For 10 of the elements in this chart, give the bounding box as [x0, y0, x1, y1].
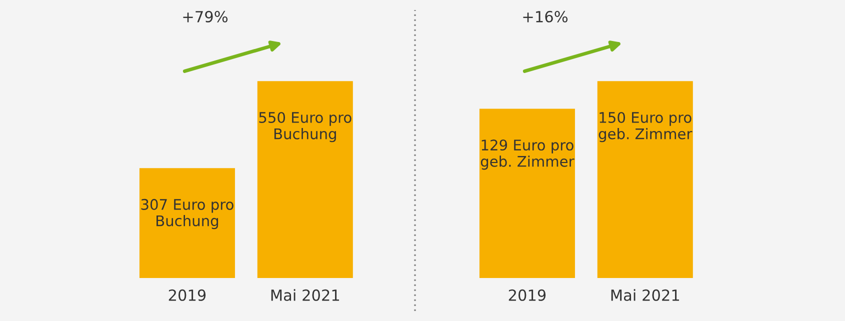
data-label: 307 Euro pro Buchung [141, 198, 234, 230]
x-tick-label: 2019 [508, 289, 546, 301]
data-label: 129 Euro pro geb. Zimmer [480, 140, 574, 170]
x-tick-label: 2019 [168, 289, 206, 301]
text: +79% [183, 10, 228, 22]
x-tick-label: Mai 2021 [271, 289, 339, 301]
data-label: 550 Euro pro Buchung [259, 112, 352, 142]
data-label: 150 Euro pro geb. Zimmer [598, 112, 692, 142]
x-tick-label: Mai 2021 [611, 289, 679, 301]
text: +16% [523, 10, 568, 22]
